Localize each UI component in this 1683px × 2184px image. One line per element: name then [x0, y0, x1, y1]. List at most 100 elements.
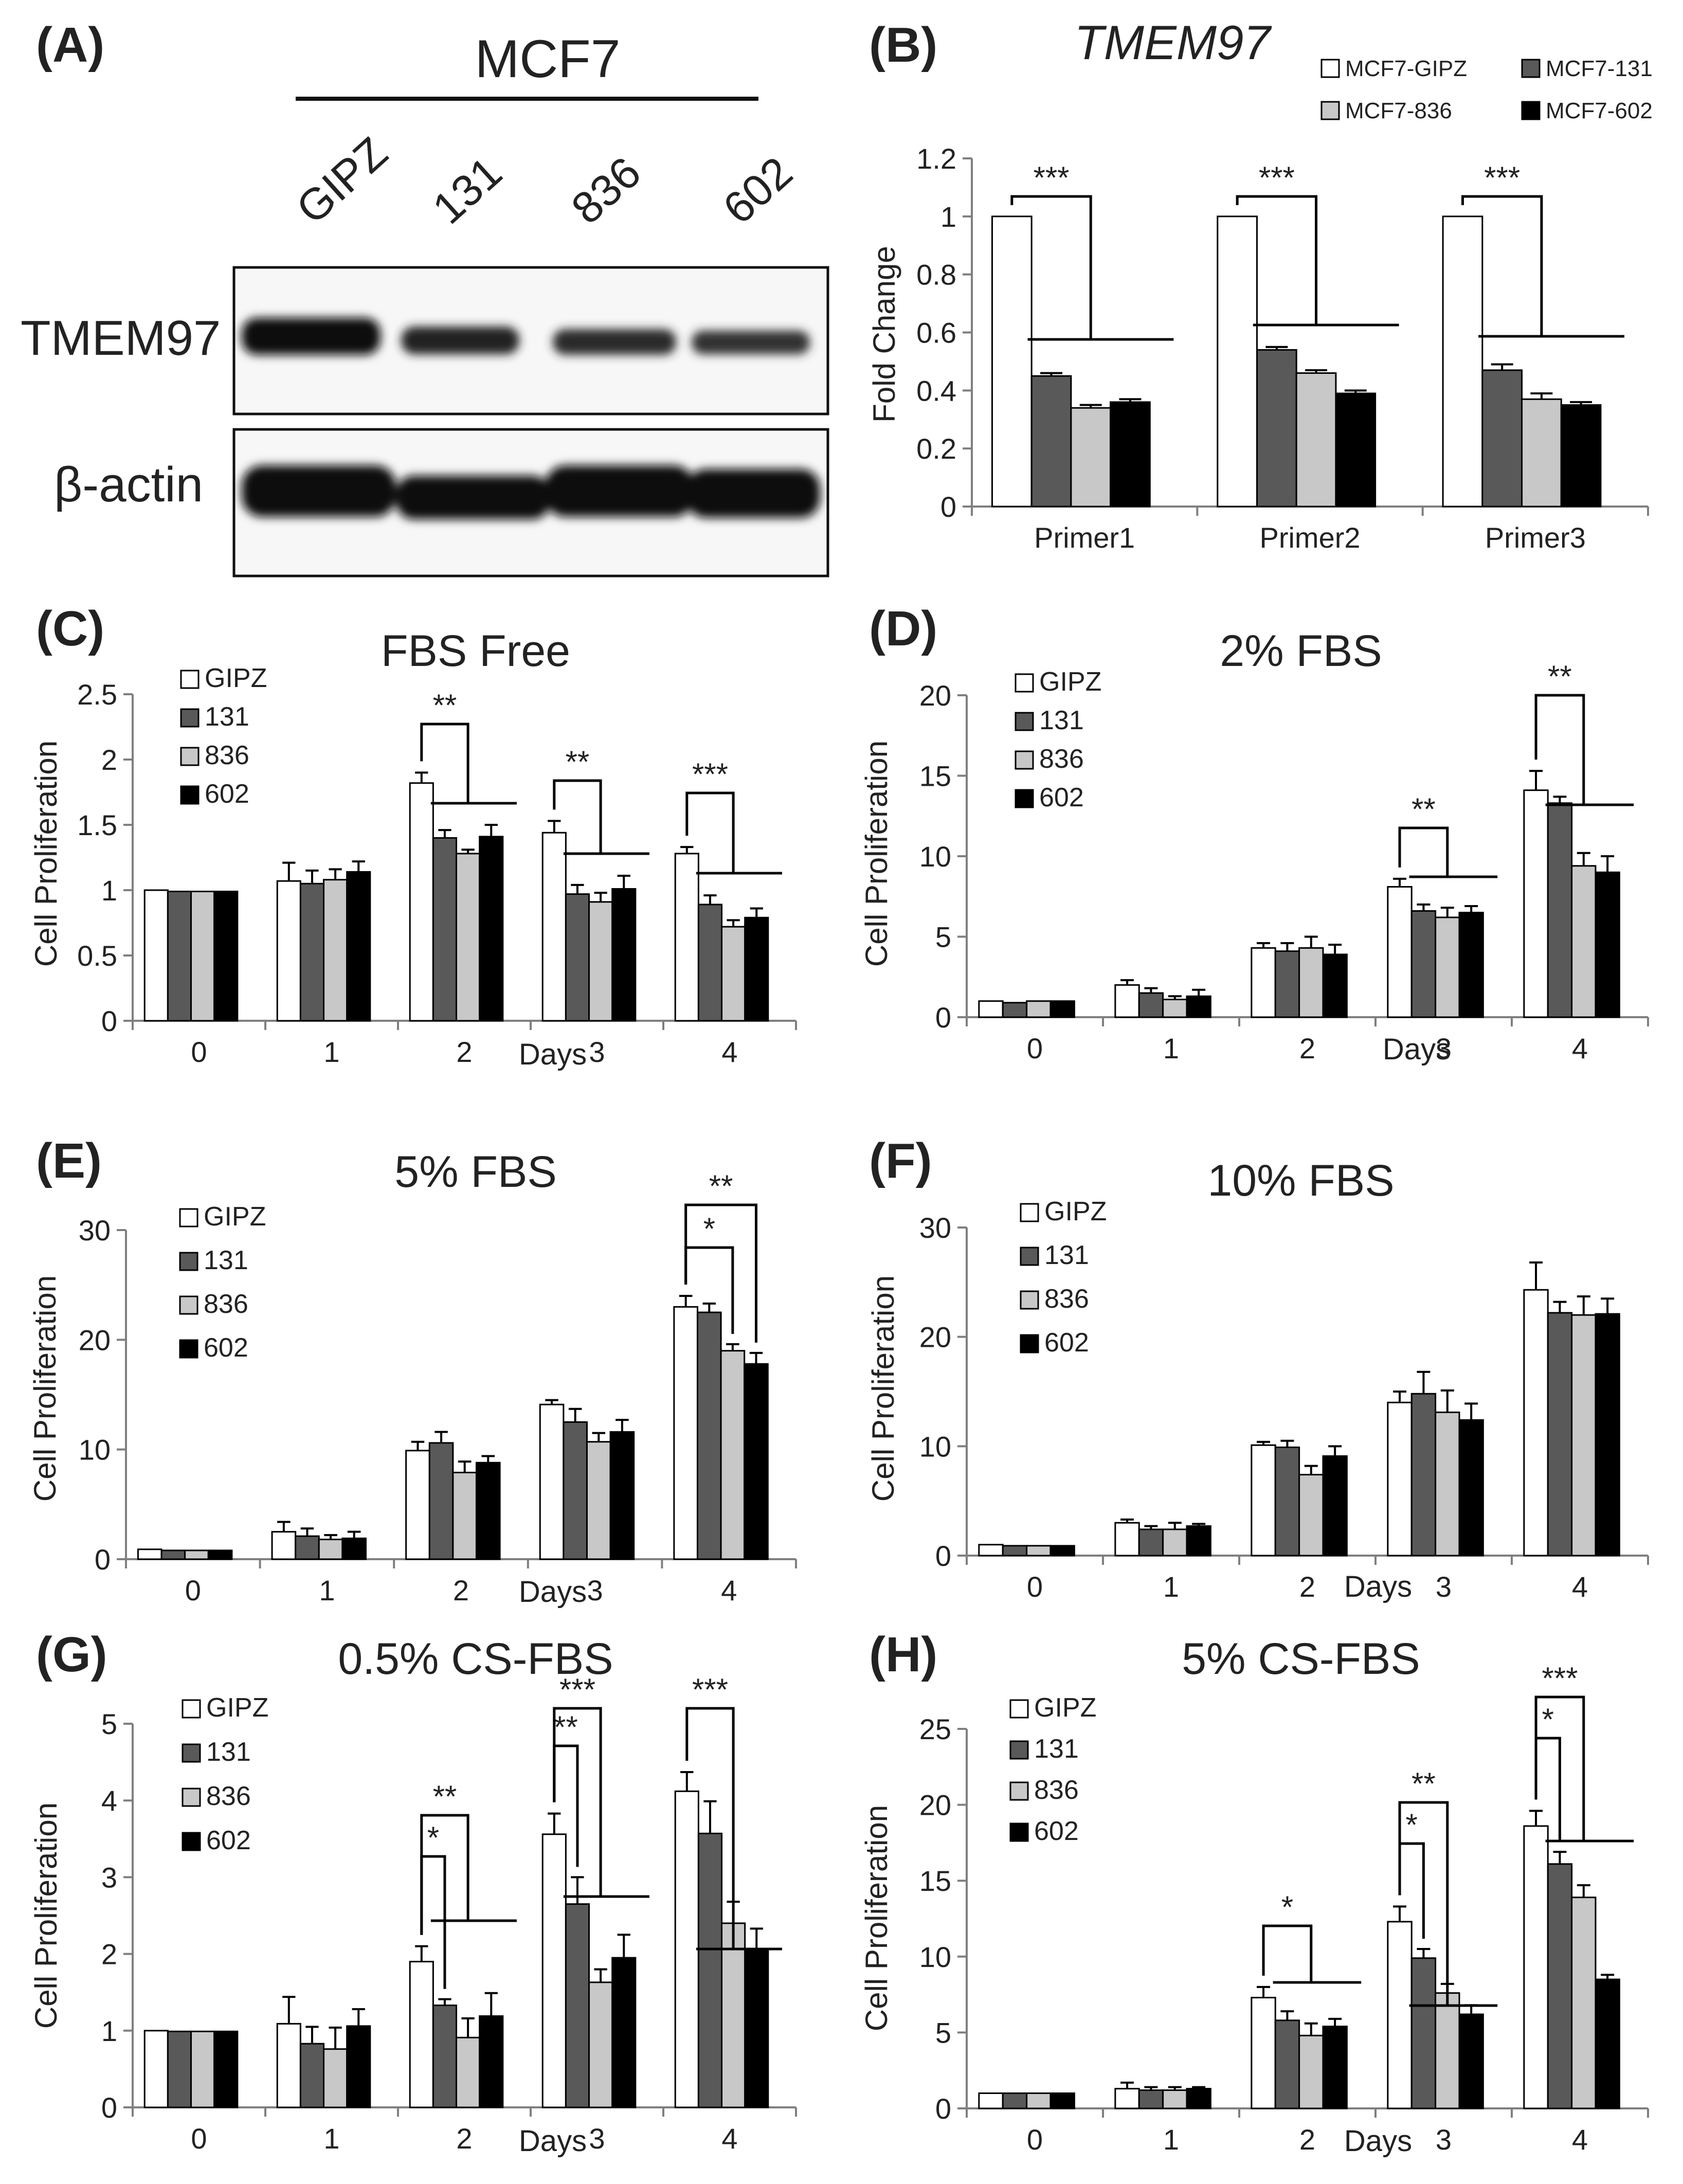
- significance-stars: **: [1411, 1766, 1436, 1801]
- bar-b-s1-c1: [1256, 349, 1297, 508]
- bracket-line: [553, 1707, 602, 1897]
- bar-e-s0-c4: [673, 1306, 698, 1560]
- bracket-line: [1010, 195, 1092, 339]
- x-tick-label: 4: [721, 2122, 737, 2155]
- legend-label-3: 602: [1044, 1328, 1089, 1358]
- legend-label-1: MCF7-131: [1546, 56, 1653, 81]
- bar-c-s3-c0: [213, 891, 239, 1022]
- panel-f-title: 10% FBS: [1207, 1156, 1394, 1205]
- bar-f-s0-c3: [1387, 1401, 1413, 1557]
- legend-swatch-3: [179, 1339, 198, 1359]
- x-tick-label: 2: [456, 2122, 472, 2155]
- legend-label-3: 602: [1034, 1816, 1079, 1846]
- bar-b-s1-c0: [1030, 375, 1072, 508]
- bar-d-s1-c1: [1138, 992, 1164, 1018]
- legend-label-2: 836: [206, 1781, 251, 1811]
- legend-label-2: MCF7-836: [1345, 98, 1452, 123]
- y-tick-label: 20: [919, 1321, 951, 1353]
- bracket-line: [1398, 826, 1449, 877]
- significance-stars: *: [703, 1212, 715, 1246]
- y-axis-title: Cell Proliferation: [866, 1275, 900, 1502]
- bar-h-s1-c1: [1138, 2089, 1164, 2109]
- band-tmem97-602: [692, 331, 810, 354]
- legend-swatch-3: [182, 1832, 201, 1851]
- bar-d-s3-c3: [1458, 912, 1484, 1018]
- legend-d: GIPZ 131 836 602: [1015, 667, 1101, 813]
- x-tick-label: 2: [456, 1036, 472, 1068]
- legend-swatch-3: [1521, 101, 1541, 120]
- panel-h-label: (H): [869, 1627, 937, 1682]
- band-actin-836: [545, 465, 694, 517]
- significance-stars: *: [1542, 1702, 1554, 1737]
- y-tick-label: 10: [79, 1434, 111, 1466]
- legend-label-1: 131: [1034, 1734, 1079, 1764]
- significance-stars: *: [1281, 1890, 1293, 1924]
- legend-swatch-0: [1320, 59, 1340, 78]
- legend-label-0: GIPZ: [206, 1693, 268, 1723]
- bar-e-s2-c1: [318, 1539, 343, 1560]
- bar-g-s0-c0: [143, 2030, 169, 2108]
- y-tick-label: 0: [940, 491, 956, 523]
- y-tick-label: 30: [79, 1214, 111, 1247]
- legend-label-3: 602: [1039, 783, 1084, 813]
- bar-h-s1-c2: [1274, 2019, 1300, 2109]
- significance-stars: *: [427, 1820, 439, 1855]
- panel-b-title: TMEM97: [1074, 15, 1272, 69]
- significance-bracket: **: [684, 1169, 757, 1343]
- x-tick-label: 3: [1436, 1032, 1452, 1064]
- bar-g-s3-c1: [346, 2025, 371, 2108]
- bracket-line: [684, 1203, 757, 1343]
- significance-bracket: ***: [685, 1672, 782, 1951]
- x-axis-title: Days: [519, 1575, 587, 1609]
- panel-d: (D) 2% FBS 0 5 10 15 20 0 1 2 3 4 Cell Proliferation…: [859, 601, 1649, 1066]
- bar-e-s2-c0: [184, 1549, 209, 1560]
- legend-label-2: 836: [1044, 1284, 1089, 1314]
- significance-stars: *: [1406, 1808, 1418, 1842]
- x-axis-title: Days: [1344, 1570, 1412, 1603]
- bar-f-s2-c1: [1162, 1528, 1188, 1557]
- y-tick-label: 20: [79, 1324, 111, 1356]
- legend-label-2: 836: [204, 1289, 248, 1319]
- x-tick-label: Primer3: [1485, 521, 1586, 554]
- bar-f-s0-c0: [978, 1544, 1004, 1557]
- bar-h-s3-c0: [1049, 2092, 1075, 2109]
- significance-bracket: ***: [553, 1672, 649, 1898]
- bar-g-s0-c3: [541, 1833, 567, 2108]
- band-tmem97-836: [553, 329, 676, 355]
- legend-swatch-2: [179, 1295, 198, 1315]
- y-tick-label: 0: [101, 2091, 117, 2124]
- legend-swatch-3: [180, 785, 200, 805]
- significance-stars: ***: [1542, 1661, 1578, 1695]
- bracket-line: [420, 1814, 469, 1935]
- bar-b-s0-c0: [991, 215, 1033, 508]
- legend-c: GIPZ 131 836 602: [180, 663, 267, 809]
- legend-label-3: 602: [205, 779, 249, 809]
- y-tick-label: 30: [919, 1212, 951, 1244]
- x-tick-label: Primer1: [1034, 521, 1135, 554]
- bracket-line: [1461, 195, 1543, 336]
- legend-swatch-2: [180, 747, 200, 766]
- legend-label-0: GIPZ: [205, 663, 267, 693]
- bar-d-s0-c2: [1251, 947, 1276, 1018]
- legend-swatch-3: [1009, 1822, 1029, 1842]
- legend-swatch-0: [1015, 673, 1034, 693]
- x-tick-label: 4: [721, 1574, 737, 1607]
- significance-bracket: ***: [685, 757, 782, 875]
- x-tick-label: 3: [587, 1574, 603, 1607]
- legend-swatch-0: [1009, 1699, 1029, 1719]
- bar-f-s2-c4: [1571, 1314, 1597, 1557]
- panel-h: (H) 5% CS-FBS 0 5 10 15 20 25 0 1 2 3 4 Cell Prolifer…: [859, 1627, 1649, 2158]
- bar-e-s0-c1: [271, 1531, 297, 1560]
- bar-c-s2-c3: [588, 901, 613, 1022]
- y-tick-label: 5: [935, 921, 951, 953]
- legend-swatch-2: [1015, 750, 1034, 770]
- legend-swatch-3: [1015, 789, 1034, 808]
- bar-h-s2-c3: [1435, 1992, 1460, 2109]
- bar-f-s3-c1: [1186, 1525, 1211, 1557]
- bar-g-s1-c4: [697, 1832, 723, 2108]
- bar-g-s2-c3: [588, 1981, 613, 2108]
- bar-d-s1-c2: [1274, 950, 1300, 1018]
- legend-label-0: GIPZ: [1039, 667, 1101, 697]
- bar-g-s3-c3: [611, 1957, 637, 2108]
- significance-stars: ***: [692, 1672, 728, 1707]
